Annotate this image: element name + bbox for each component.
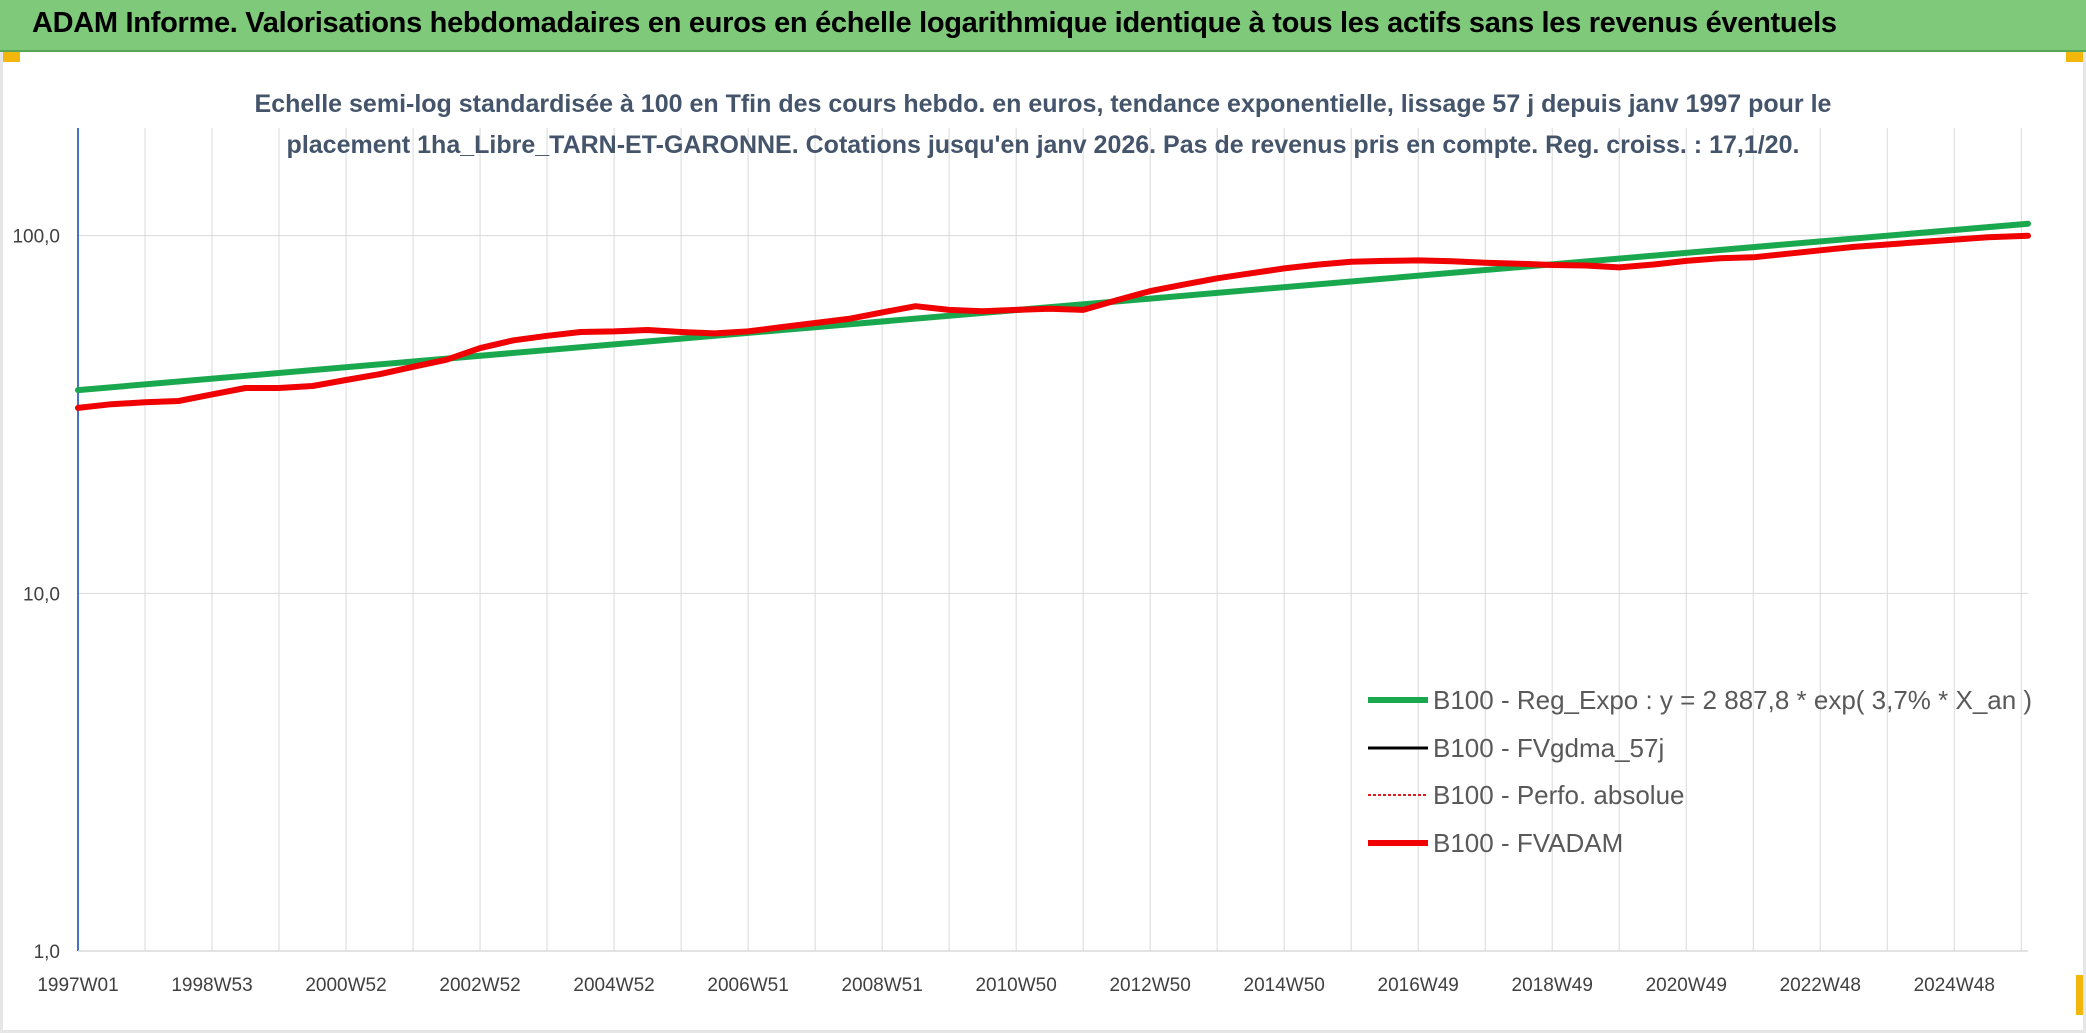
x-tick-label: 2004W52 [573,975,654,996]
x-tick-label: 2008W51 [841,975,922,996]
x-tick-label: 2014W50 [1244,975,1325,996]
legend-label-perfo: B100 - Perfo. absolue [1433,780,1685,810]
corner-marker-bottom-right [2076,975,2086,1015]
y-tick-label: 100,0 [12,227,60,248]
x-tick-label: 2010W50 [975,975,1056,996]
y-tick-label: 1,0 [34,942,60,963]
series-line-fvadam [75,232,2031,411]
x-tick-label: 2024W48 [1914,975,1995,996]
page-title: ADAM Informe. Valorisations hebdomadaire… [32,7,1837,39]
corner-marker-top-right [2066,52,2086,62]
legend-label-fvadam: B100 - FVADAM [1433,828,1623,858]
legend-label-fvgdma: B100 - FVgdma_57j [1433,733,1664,763]
x-tick-label: 2018W49 [1512,975,1593,996]
x-tick-label: 1997W01 [37,975,118,996]
x-tick-label: 2002W52 [439,975,520,996]
x-tick-label: 2012W50 [1109,975,1190,996]
y-tick-label: 10,0 [23,584,60,605]
chart-frame [0,52,2086,1033]
chart-subtitle-line-1: Echelle semi-log standardisée à 100 en T… [255,90,1832,118]
x-tick-label: 2020W49 [1646,975,1727,996]
x-tick-label: 2000W52 [305,975,386,996]
x-tick-label: 2016W49 [1378,975,1459,996]
chart-subtitle-line-2: placement 1ha_Libre_TARN-ET-GARONNE. Cot… [287,131,1800,159]
x-tick-label: 1998W53 [171,975,252,996]
legend: B100 - Reg_Expo : y = 2 887,8 * exp( 3,7… [1368,685,2032,858]
x-tick-labels: 1997W01 1998W53 2000W52 2002W52 2004W52 2006W… [37,975,1995,996]
series-lines [75,220,2031,411]
header-bar: ADAM Informe. Valorisations hebdomadaire… [0,0,2086,52]
legend-label-reg-expo: B100 - Reg_Expo : y = 2 887,8 * exp( 3,7… [1433,685,2032,715]
corner-marker-top-left [0,52,20,62]
x-tick-label: 2022W48 [1780,975,1861,996]
x-tick-label: 2006W51 [707,975,788,996]
y-tick-labels: 1,0 10,0 100,0 [12,227,60,963]
